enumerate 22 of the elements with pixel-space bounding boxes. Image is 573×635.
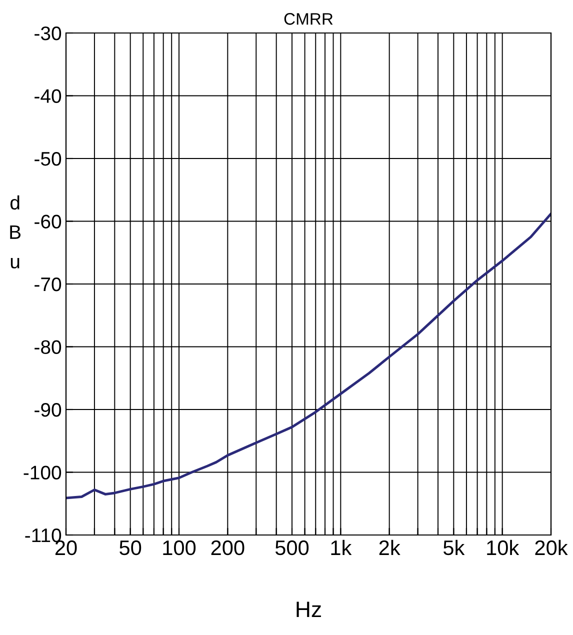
x-tick-label: 2k [379,540,400,555]
x-axis-title: Hz [296,602,321,618]
chart-title: CMRR [284,13,333,25]
x-tick-label: 500 [275,540,309,556]
y-tick-label: -60 [34,214,62,228]
y-tick-label: -80 [34,340,62,354]
x-tick-label: 1k [331,540,352,555]
x-tick-label: 20k [535,540,568,556]
y-tick-label: -110 [25,528,62,542]
y-tick-label: -70 [34,277,62,292]
x-tick-label: 10k [487,540,520,556]
y-axis-title: d B u [10,195,21,268]
y-tick-label: -30 [34,26,62,40]
y-tick-label: -50 [34,152,62,166]
y-tick-label: -100 [24,466,62,480]
y-tick-label: -90 [34,402,62,417]
x-tick-label: 200 [211,540,244,556]
x-tick-label: 20 [55,540,77,556]
x-tick-label: 5k [444,540,465,556]
x-tick-label: 50 [120,540,142,556]
x-tick-label: 100 [163,540,196,556]
y-tick-label: -40 [34,89,62,103]
